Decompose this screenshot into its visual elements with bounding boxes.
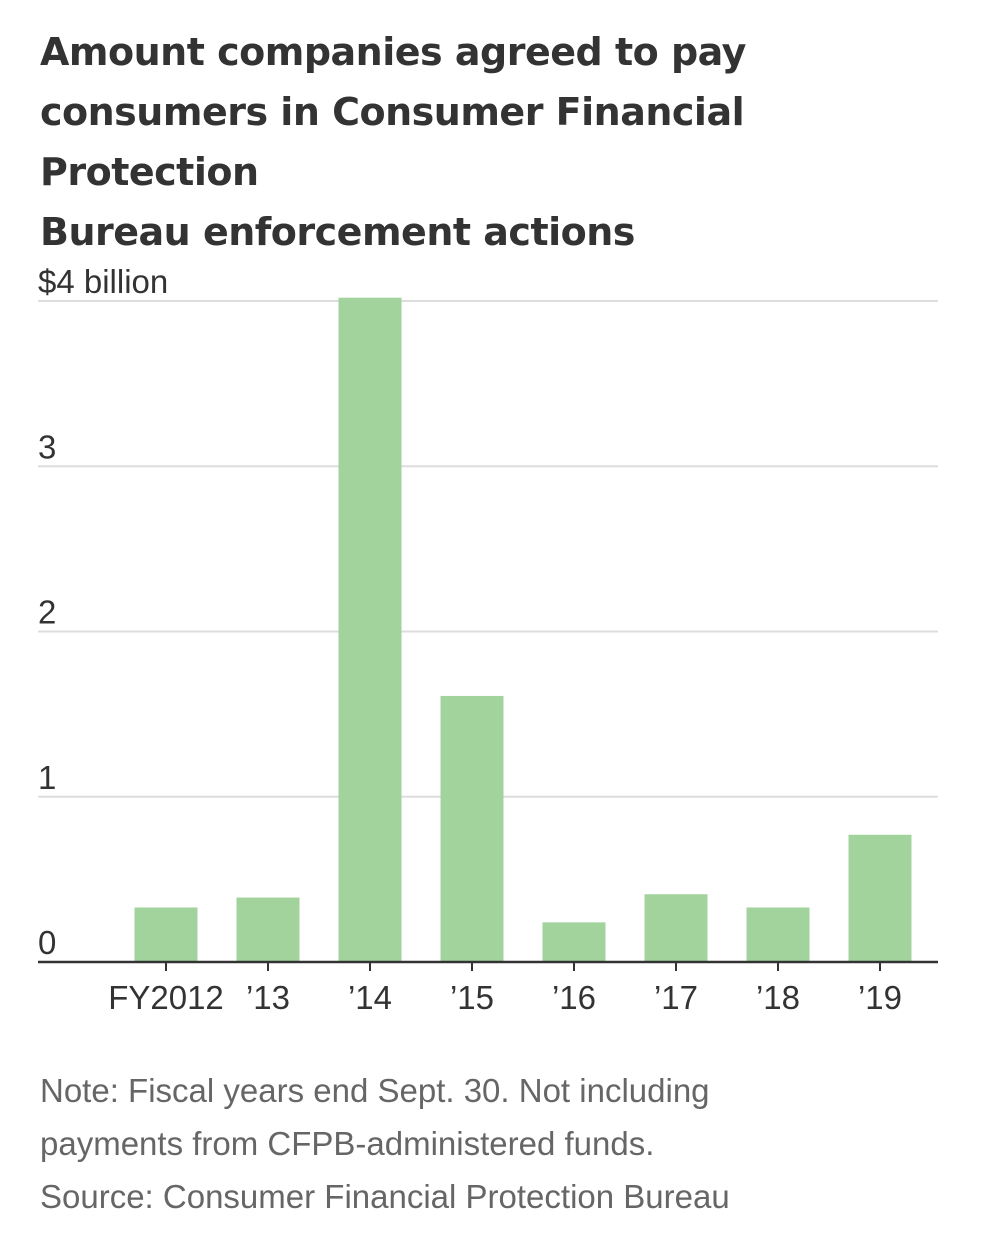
x-tick-label: ’16 (552, 979, 596, 1016)
y-tick-label: 2 (38, 594, 56, 631)
bar (848, 834, 912, 962)
x-tick-label: ’14 (348, 979, 392, 1016)
y-tick-label: 3 (38, 428, 56, 465)
x-tick-label: ’15 (450, 979, 494, 1016)
y-tick-label: $4 billion (38, 263, 168, 300)
title-line: Amount companies agreed to pay (40, 30, 746, 74)
bar (134, 907, 198, 962)
bar (542, 922, 606, 962)
x-tick-label: ’18 (756, 979, 800, 1016)
x-axis-tick-labels: FY2012 ’13 ’14 ’15 ’16 ’17 ’18 ’19 (108, 962, 902, 1016)
x-tick-label: ’17 (654, 979, 698, 1016)
bar (236, 897, 300, 962)
y-tick-label: 0 (38, 924, 56, 961)
source-line: Source: Consumer Financial Protection Bu… (40, 1178, 730, 1215)
bar (746, 907, 810, 962)
x-tick-label: ’13 (246, 979, 290, 1016)
x-tick-label: ’19 (858, 979, 902, 1016)
bars (134, 297, 912, 962)
bar (338, 297, 402, 962)
title-line: consumers in Consumer Financial Protecti… (40, 90, 745, 194)
title-line: Bureau enforcement actions (40, 210, 635, 254)
y-axis-tick-labels: 0 1 2 3 $4 billion (38, 263, 168, 961)
chart-title: Amount companies agreed to pay consumers… (40, 22, 960, 262)
chart-notes: Note: Fiscal years end Sept. 30. Not inc… (40, 1064, 960, 1223)
note-line: payments from CFPB-administered funds. (40, 1125, 655, 1162)
y-tick-label: 1 (38, 759, 56, 796)
bar (644, 894, 708, 962)
note-line: Note: Fiscal years end Sept. 30. Not inc… (40, 1072, 710, 1109)
bar-chart: 0 1 2 3 $4 billion FY2012 ’13 ’14 ’15 ’16 ’17 ’18 ’… (38, 263, 938, 1016)
bar (440, 695, 504, 962)
x-tick-label: FY2012 (108, 979, 224, 1016)
